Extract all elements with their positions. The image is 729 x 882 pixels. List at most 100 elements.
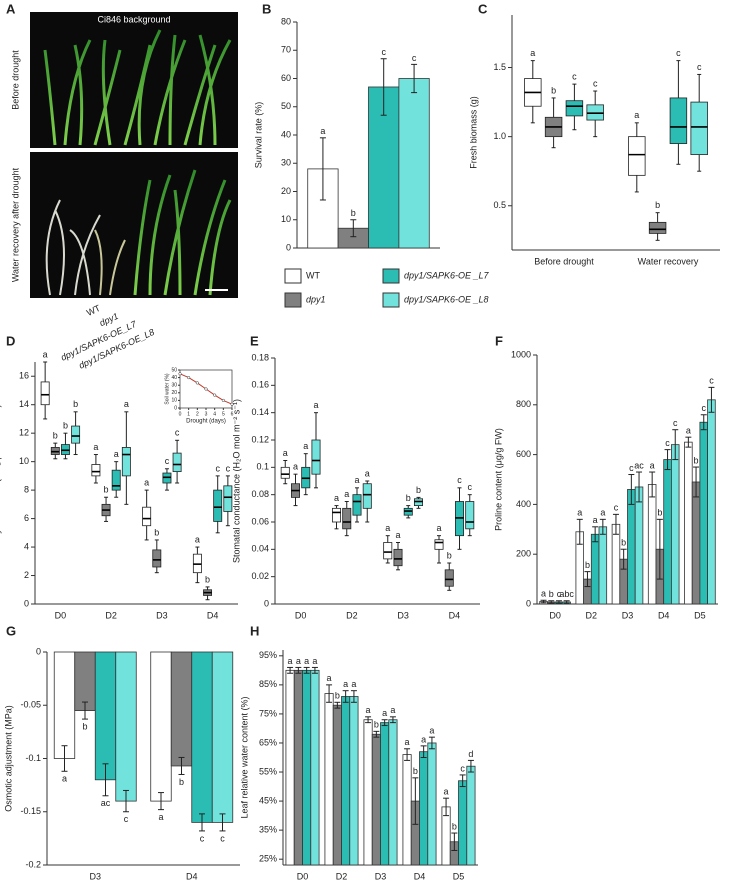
significance-letter: ac (101, 798, 111, 808)
y-tick-label: 0.16 (251, 380, 269, 390)
point (221, 398, 225, 402)
box (690, 101, 708, 156)
bar (634, 486, 644, 605)
y-tick-label: 40 (281, 129, 291, 139)
x-tick-label: D5 (694, 610, 706, 620)
bar (332, 704, 342, 866)
significance-letter: a (382, 708, 387, 718)
significance-letter: a (195, 534, 200, 544)
x-tick-label: 6 (231, 411, 234, 417)
significance-letter: b (406, 493, 411, 503)
point (187, 376, 191, 380)
y-tick-label: 30 (281, 158, 291, 168)
significance-letter: b (73, 399, 78, 409)
x-tick-label: D3 (156, 610, 168, 620)
x-tick-label: 1 (187, 411, 190, 417)
panel-label: A (6, 1, 16, 16)
significance-letter: b (374, 720, 379, 730)
box (40, 381, 50, 406)
significance-letter: a (313, 400, 318, 410)
significance-letter: c (165, 456, 170, 466)
significance-letter: a (344, 489, 349, 499)
y-tick-label: 0.08 (251, 489, 269, 499)
y-tick-label: -0.05 (20, 700, 41, 710)
significance-letter: a (327, 673, 332, 683)
y-tick-label: -0.2 (25, 859, 41, 869)
y-tick-label: 80 (281, 16, 291, 26)
y-axis-label: Survival rate (%) (253, 102, 263, 169)
y-tick-label: 0 (36, 646, 41, 656)
bar (53, 651, 76, 759)
significance-letter: b (549, 589, 554, 599)
significance-letter: abc (559, 589, 574, 599)
box (628, 136, 646, 176)
box (311, 439, 321, 475)
bar (699, 421, 708, 605)
y-tick-label: 0.14 (251, 407, 269, 417)
panel-label: G (6, 623, 16, 638)
significance-letter: b (585, 560, 590, 570)
significance-letter: c (460, 763, 465, 773)
significance-letter: a (144, 477, 149, 487)
point (178, 372, 182, 376)
photo-caption: Ci846 background (97, 14, 170, 24)
bar (647, 484, 657, 605)
significance-letter: b (63, 421, 68, 431)
significance-letter: a (600, 508, 605, 518)
y-tick-label: 10 (171, 398, 177, 404)
significance-letter: c (215, 463, 220, 473)
significance-letter: a (366, 705, 371, 715)
significance-letter: d (468, 749, 473, 759)
significance-letter: a (593, 515, 598, 525)
y-tick-label: -0.15 (20, 806, 41, 816)
significance-letter: a (283, 448, 288, 458)
y-tick-label: 0 (526, 598, 531, 608)
y-tick-label: 95% (259, 650, 277, 660)
photo-side-label: Water recovery after drought (10, 167, 20, 282)
x-tick-label: D3 (375, 871, 387, 881)
bar (363, 719, 373, 866)
significance-letter: c (701, 403, 706, 413)
significance-letter: a (124, 399, 129, 409)
box (71, 425, 81, 444)
significance-letter: a (686, 426, 691, 436)
y-axis-label: Osmotic adjustment (MPa) (3, 705, 13, 812)
y-tick-label: 45% (259, 795, 277, 805)
box (393, 548, 403, 567)
y-axis-label: Proline content (μg/g FW) (493, 428, 503, 531)
significance-letter: c (457, 475, 462, 485)
significance-letter: c (676, 48, 681, 58)
x-tick-label: D5 (453, 871, 465, 881)
box (465, 501, 475, 530)
panel-label: E (250, 333, 259, 348)
significance-letter: a (320, 126, 325, 136)
x-tick-label: D3 (397, 610, 409, 620)
box (434, 539, 444, 550)
significance-letter: b (413, 766, 418, 776)
y-tick-label: -0.1 (25, 753, 41, 763)
significance-letter: c (629, 463, 634, 473)
significance-letter: a (303, 441, 308, 451)
significance-letter: a (351, 679, 356, 689)
significance-letter: b (452, 821, 457, 831)
legend-swatch (382, 292, 400, 308)
x-tick-label: D4 (207, 610, 219, 620)
significance-letter: b (416, 485, 421, 495)
significance-letter: a (43, 349, 48, 359)
x-tick-label: D0 (297, 871, 309, 881)
y-tick-label: 4 (24, 541, 29, 551)
photo-panel: A Ci846 background Before drought Water … (6, 1, 238, 298)
bar (684, 441, 693, 605)
significance-letter: c (614, 503, 619, 513)
y-tick-label: 0.06 (251, 516, 269, 526)
significance-letter: a (650, 460, 655, 470)
y-tick-label: 65% (259, 737, 277, 747)
y-tick-label: 1.0 (493, 131, 506, 141)
point (230, 402, 234, 406)
significance-letter: b (179, 777, 184, 787)
x-tick-label: D2 (105, 610, 117, 620)
legend-label: dpy1/SAPK6-OE _L7 (404, 270, 490, 280)
significance-letter: ac (634, 460, 644, 470)
y-tick-label: 0.18 (251, 352, 269, 362)
